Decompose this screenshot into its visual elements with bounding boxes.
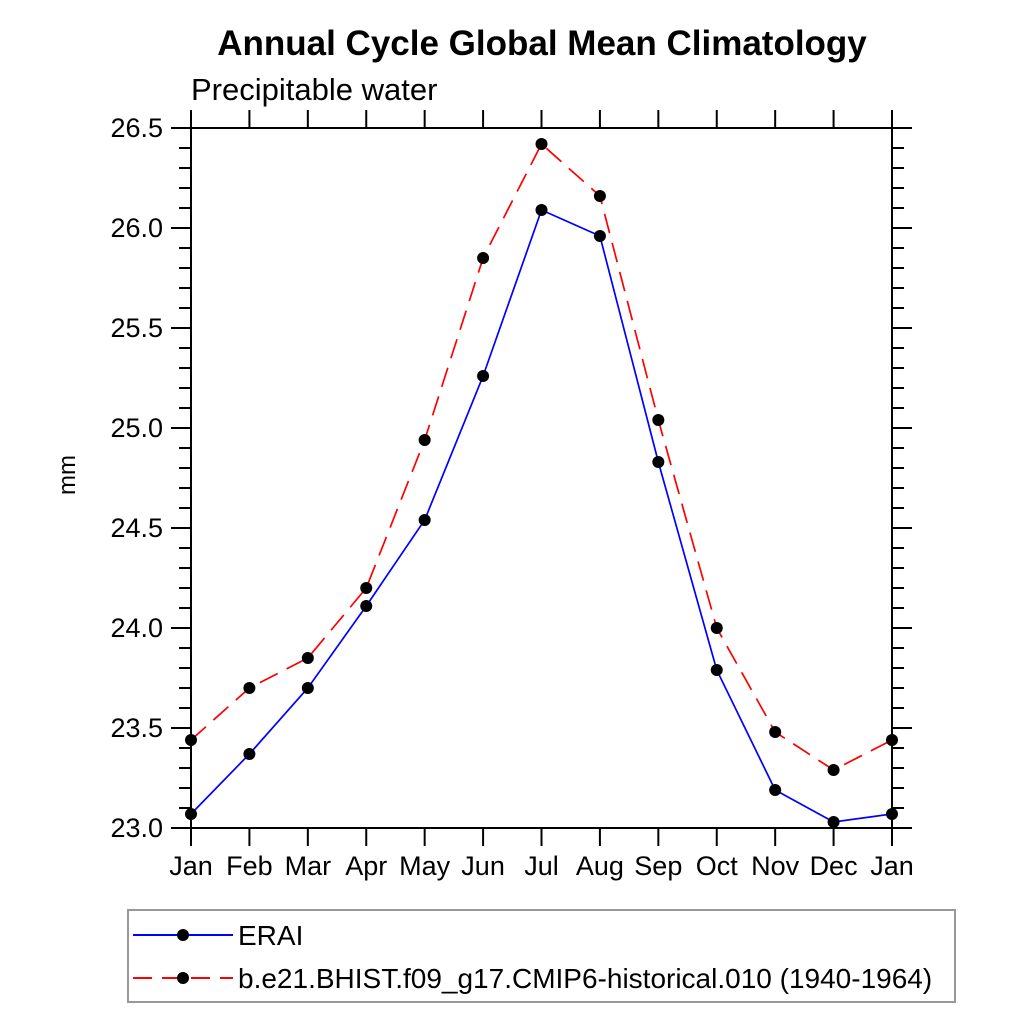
x-tick-label: Oct [696,851,739,881]
x-tick-label: May [399,851,451,881]
data-point-marker-1 [185,734,197,746]
y-tick-label: 24.0 [110,613,163,643]
y-tick-label: 25.5 [110,313,163,343]
x-tick-label: Apr [345,851,387,881]
data-point-marker-1 [827,764,840,776]
data-point-marker-0 [652,456,665,468]
x-tick-label: Aug [576,851,624,881]
data-point-marker-0 [243,748,256,760]
x-tick-label: Jun [461,851,505,881]
y-tick-label: 26.5 [110,113,163,143]
data-point-marker-1 [886,734,898,746]
y-tick-label: 23.5 [110,713,163,743]
y-tick-label: 24.5 [110,513,163,543]
data-point-marker-0 [418,514,431,526]
data-point-marker-1 [710,622,723,634]
legend-label-erai: ERAI [238,920,303,951]
x-tick-label: Jul [524,851,559,881]
series-layer [185,138,898,828]
data-point-marker-0 [886,808,898,820]
data-point-marker-1 [593,190,606,202]
data-point-marker-1 [477,252,490,264]
legend-border [127,909,956,1003]
legend-label-model: b.e21.BHIST.f09_g17.CMIP6-historical.010… [238,963,932,994]
data-point-marker-0 [185,808,197,820]
data-point-marker-1 [301,652,314,664]
data-point-marker-0 [477,370,490,382]
x-tick-label: Jan [169,851,213,881]
y-axis-label: mm [54,455,81,495]
x-tick-label: Sep [634,851,682,881]
x-tick-label: Feb [226,851,273,881]
chart-subtitle: Precipitable water [191,72,437,107]
data-point-marker-1 [418,434,431,446]
y-tick-label: 25.0 [110,413,163,443]
data-point-marker-0 [710,664,723,676]
series-line-1 [190,142,893,771]
plot-frame [190,127,893,829]
legend-entry-model: b.e21.BHIST.f09_g17.CMIP6-historical.010… [133,963,932,994]
data-point-marker-0 [535,204,548,216]
data-point-marker-0 [593,230,606,242]
data-point-marker-1 [652,414,665,426]
x-tick-label: Jan [870,851,914,881]
data-point-marker-1 [769,726,782,738]
axes-layer: Jan Feb Mar Apr May Jun Jul Aug Sep Oct Nov Dec Jan2… [110,110,914,881]
x-tick-label: Dec [810,851,858,881]
data-point-marker-1 [360,582,373,594]
y-tick-label: 23.0 [110,813,163,843]
data-point-marker-0 [769,784,782,796]
data-point-marker-0 [301,682,314,694]
legend-marker-dot [177,929,189,941]
data-point-marker-1 [535,138,548,150]
x-tick-label: Mar [285,851,332,881]
legend-box: ERAI b.e21.BHIST.f09_g17.CMIP6-historica… [127,909,956,1003]
x-tick-label: Nov [751,851,800,881]
legend-marker-dot [177,972,189,984]
data-point-marker-1 [243,682,256,694]
data-point-marker-0 [827,816,840,828]
legend-entry-erai: ERAI [133,920,303,951]
data-point-marker-0 [360,600,373,612]
y-tick-label: 26.0 [110,213,163,243]
series-line-0 [190,208,893,823]
chart-title: Annual Cycle Global Mean Climatology [217,24,867,63]
